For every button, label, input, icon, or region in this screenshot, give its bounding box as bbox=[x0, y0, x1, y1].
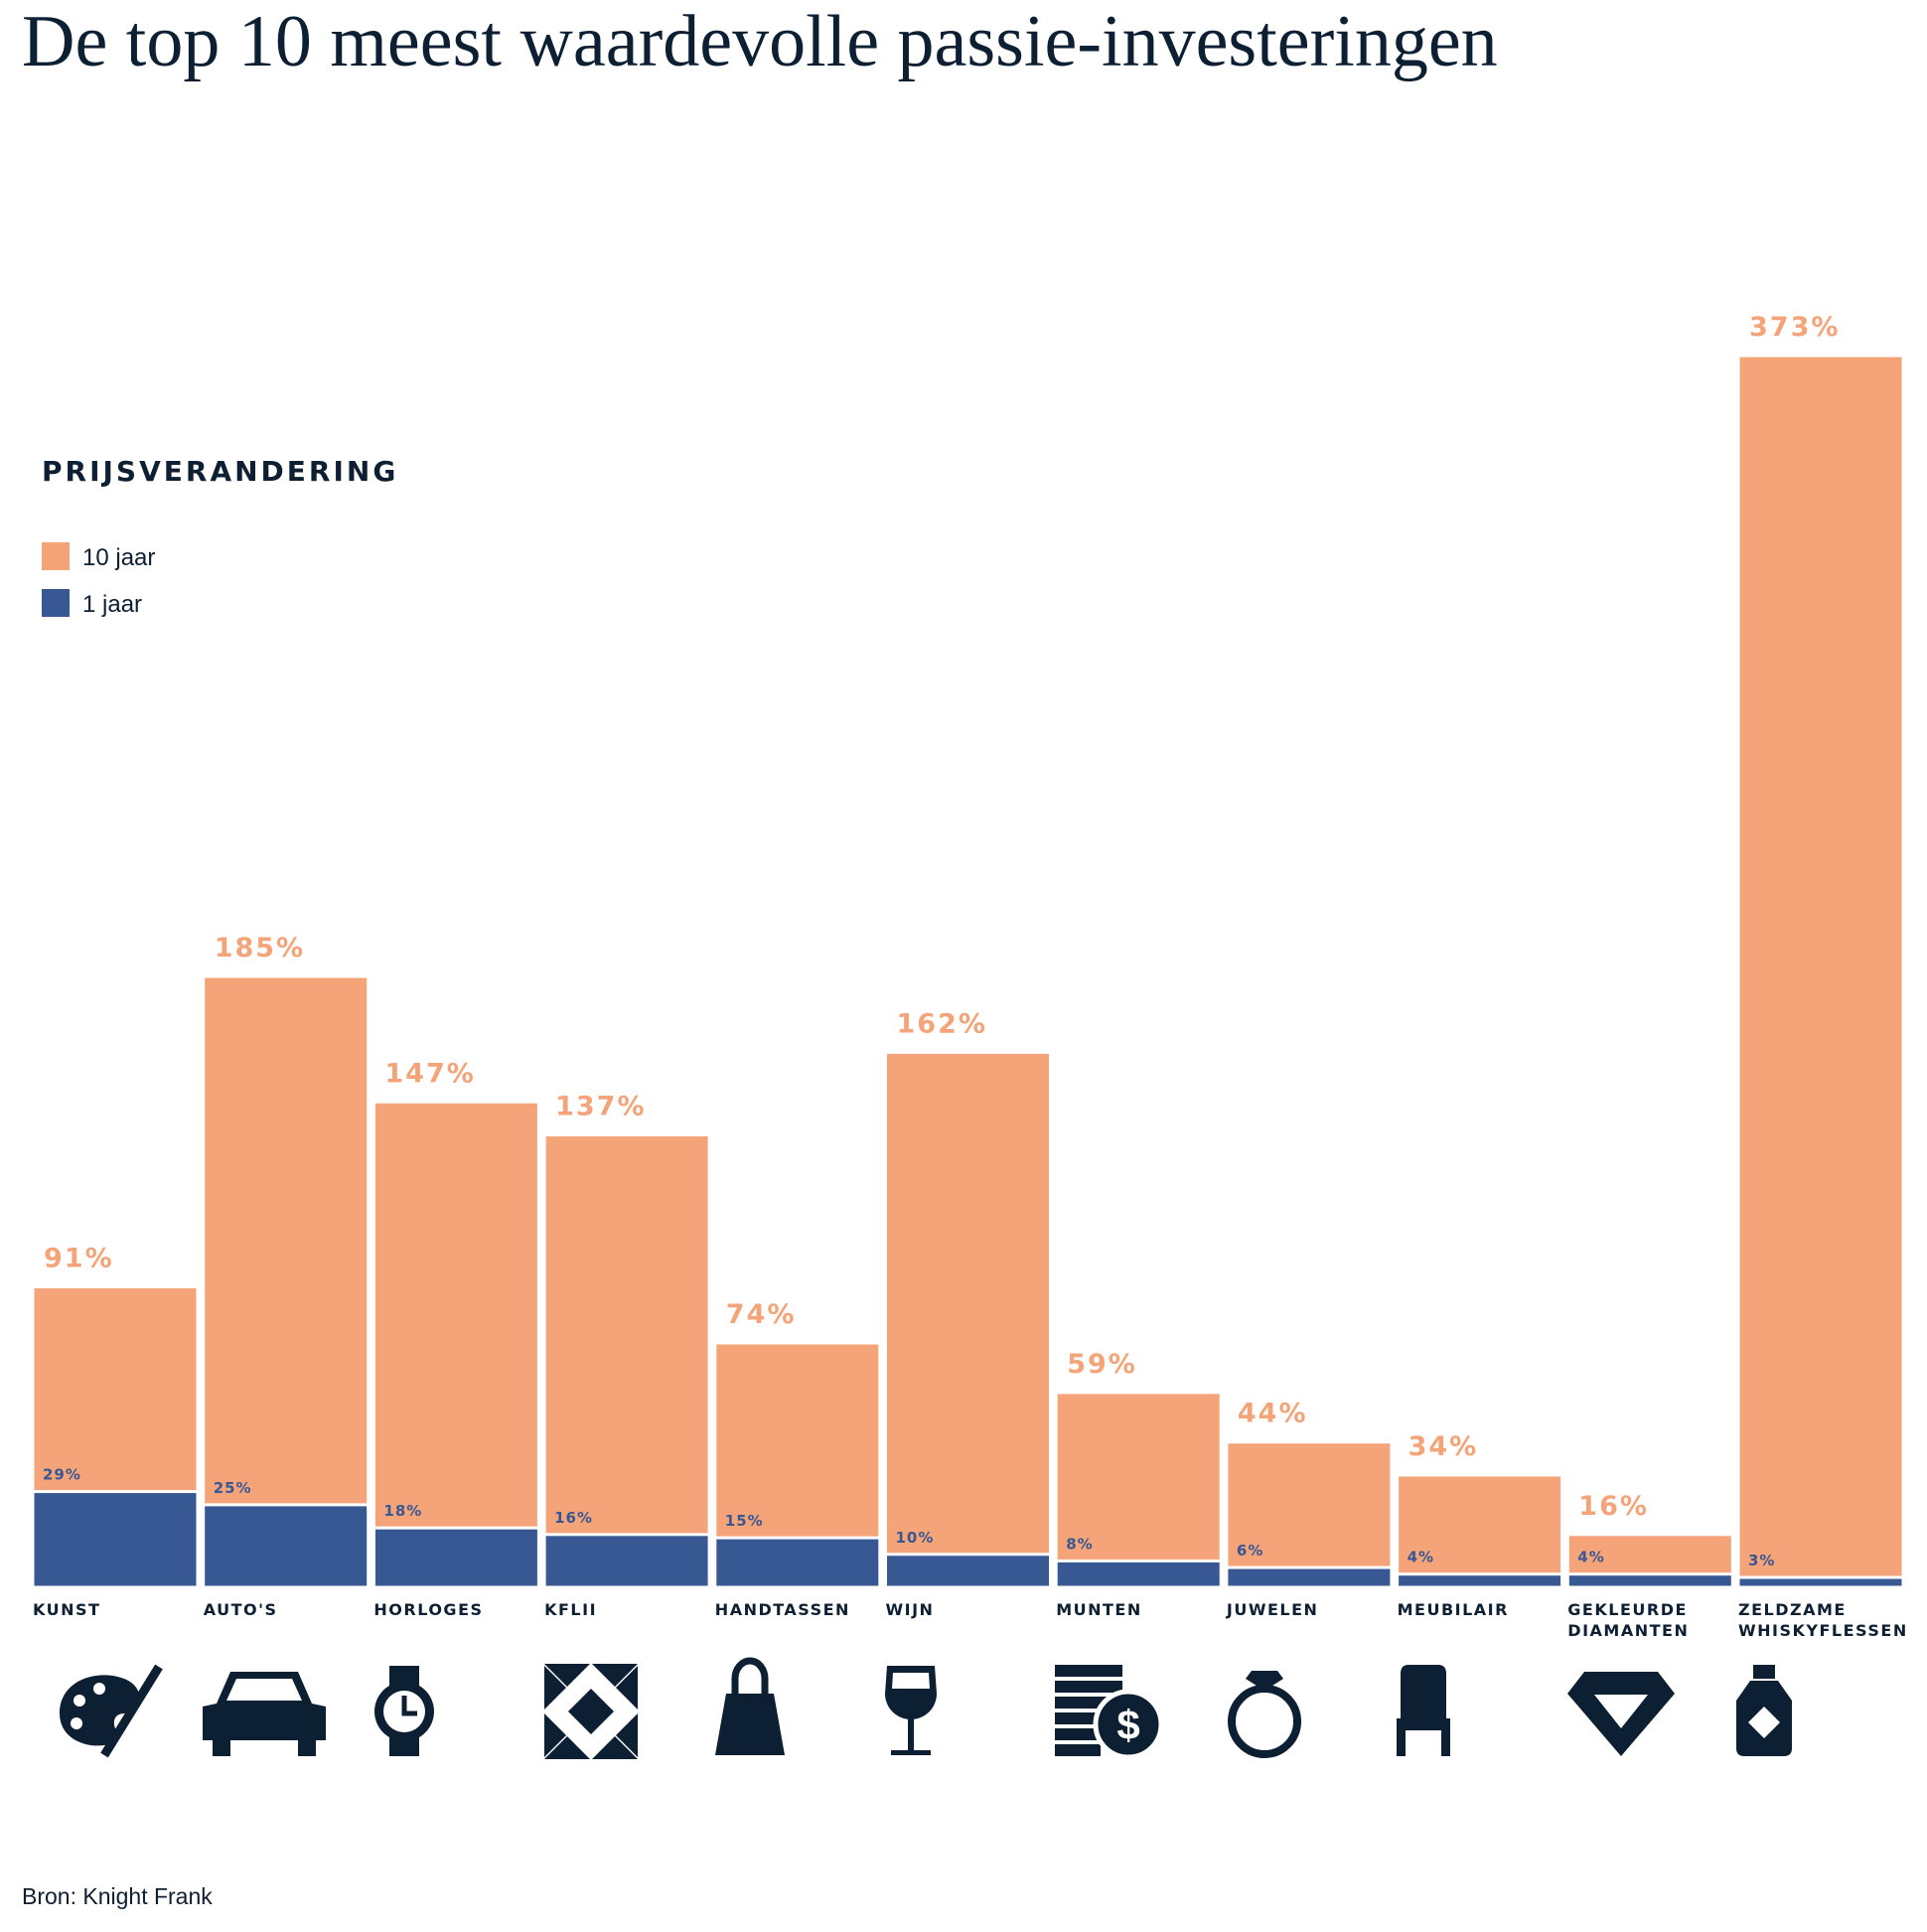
bar bbox=[713, 1536, 882, 1589]
icon-wine bbox=[885, 1666, 937, 1755]
x-tick-label: JUWELEN bbox=[1226, 1600, 1319, 1619]
chart-title: De top 10 meest waardevolle passie-inves… bbox=[22, 1, 1498, 82]
icon-glyph: $ bbox=[1116, 1702, 1139, 1748]
legend-swatch bbox=[42, 542, 70, 570]
value-label: 44% bbox=[1238, 1399, 1308, 1429]
icon-palette bbox=[60, 1664, 163, 1758]
bar bbox=[1396, 1473, 1564, 1589]
value-label: 4% bbox=[1577, 1549, 1604, 1566]
value-label: 4% bbox=[1408, 1549, 1434, 1566]
bar bbox=[884, 1553, 1052, 1589]
icon-coins: $ bbox=[1055, 1665, 1164, 1760]
bar bbox=[1054, 1391, 1223, 1589]
bar bbox=[1736, 1575, 1905, 1589]
icon-watch bbox=[374, 1666, 434, 1756]
source: Bron: Knight Frank bbox=[22, 1883, 213, 1909]
icon-kflii bbox=[544, 1664, 638, 1759]
bar bbox=[202, 974, 371, 1589]
x-tick-label: KFLII bbox=[544, 1600, 598, 1619]
x-tick-label: MEUBILAIR bbox=[1397, 1600, 1509, 1619]
value-label: 16% bbox=[554, 1509, 593, 1527]
icon-bottle bbox=[1736, 1665, 1792, 1756]
icons: $ bbox=[60, 1657, 1792, 1760]
bar bbox=[542, 1533, 711, 1589]
bar bbox=[31, 1490, 200, 1589]
value-label: 162% bbox=[897, 1008, 987, 1039]
value-label: 6% bbox=[1237, 1542, 1263, 1560]
x-tick-label: WIJN bbox=[885, 1600, 935, 1619]
icon-car bbox=[203, 1672, 326, 1756]
bar bbox=[371, 1100, 540, 1589]
value-label: 137% bbox=[555, 1092, 646, 1122]
value-label: 18% bbox=[383, 1502, 422, 1520]
legend-swatch bbox=[42, 589, 70, 617]
value-label: 373% bbox=[1749, 312, 1840, 343]
bar bbox=[1054, 1559, 1223, 1589]
bar bbox=[1396, 1572, 1564, 1589]
bar bbox=[884, 1050, 1052, 1589]
bar bbox=[371, 1526, 540, 1589]
x-tick-label: GEKLEURDE DIAMANTEN bbox=[1567, 1600, 1690, 1640]
value-label: 34% bbox=[1408, 1431, 1479, 1462]
x-tick-label: ZELDZAME WHISKYFLESSEN bbox=[1738, 1600, 1908, 1640]
value-label: 185% bbox=[215, 933, 305, 964]
x-tick-label: HANDTASSEN bbox=[714, 1600, 850, 1619]
bar bbox=[1225, 1440, 1394, 1589]
bar bbox=[202, 1503, 371, 1589]
bar bbox=[1736, 354, 1905, 1589]
icon-chair bbox=[1397, 1665, 1450, 1756]
value-label: 3% bbox=[1748, 1552, 1775, 1569]
value-label: 91% bbox=[44, 1243, 114, 1273]
value-label: 10% bbox=[896, 1529, 935, 1547]
icon-diamond bbox=[1567, 1672, 1675, 1756]
legend-title: PRIJSVERANDERING bbox=[42, 455, 398, 488]
value-label: 147% bbox=[384, 1058, 475, 1089]
bar bbox=[542, 1133, 711, 1589]
x-tick-label: KUNST bbox=[33, 1600, 101, 1619]
value-label: 59% bbox=[1067, 1349, 1137, 1380]
legend-label: 1 jaar bbox=[82, 591, 142, 618]
legend-label: 10 jaar bbox=[82, 544, 155, 571]
value-label: 15% bbox=[725, 1512, 764, 1530]
icon-bag bbox=[715, 1657, 785, 1755]
bar bbox=[1225, 1565, 1394, 1589]
bar bbox=[1565, 1572, 1734, 1589]
x-tick-label: HORLOGES bbox=[373, 1600, 484, 1619]
value-label: 74% bbox=[726, 1299, 797, 1330]
value-label: 8% bbox=[1066, 1535, 1093, 1553]
icon-ring bbox=[1228, 1671, 1301, 1758]
value-label: 29% bbox=[43, 1466, 81, 1484]
x-tick-label: AUTO'S bbox=[203, 1600, 278, 1619]
x-tick-label: MUNTEN bbox=[1056, 1600, 1142, 1619]
value-label: 25% bbox=[214, 1479, 252, 1497]
value-label: 16% bbox=[1578, 1491, 1649, 1522]
